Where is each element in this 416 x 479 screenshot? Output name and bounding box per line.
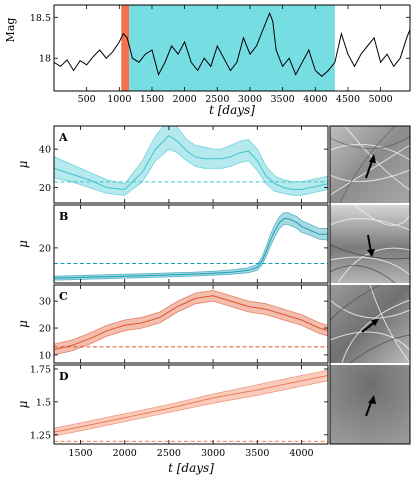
panel-frame-A	[53, 125, 329, 204]
highlight-span-1	[129, 5, 335, 91]
x-tick-label: 4000	[289, 448, 313, 459]
x-tick-label: 1500	[140, 94, 164, 105]
uncertainty-band-C	[54, 289, 328, 356]
arrow-head-icon	[371, 319, 379, 326]
y-tick-label: 18	[39, 54, 51, 65]
panel-D: Dμ 1.25 1.5 1.75 1500 2000 2500 3000 3500 4000 t […	[16, 364, 329, 475]
light-curve-panel: 500 1000 1500 2000 2500 3000 3500 4000 4500 5000 1…	[4, 4, 411, 117]
magnification-panels: Aμ 20 40 Bμ 20 Cμ 10 20 30 Dμ 1.25 1.5 1.75 1500 2000 2…	[16, 125, 329, 475]
highlight-span-0	[121, 5, 130, 91]
trajectory-arrow-C	[361, 321, 376, 333]
caustic-map-A	[329, 125, 411, 204]
y-tick-label: 20	[39, 324, 51, 335]
x-tick-label: 3000	[238, 94, 262, 105]
caustic-map-B	[329, 204, 411, 284]
median-line-C	[54, 295, 328, 351]
light-curve-ylabel: Mag	[4, 18, 17, 43]
y-tick-label: 20	[39, 183, 51, 194]
panel-label-B: B	[59, 210, 68, 223]
panel-C: Cμ 10 20 30	[16, 284, 329, 364]
y-tick-label: 1.25	[30, 430, 51, 441]
y-tick-label: 18.5	[30, 13, 51, 24]
light-curve-line	[54, 11, 410, 77]
uncertainty-band-B	[54, 212, 328, 281]
x-tick-label: 2000	[173, 94, 197, 105]
panel-label-C: C	[59, 290, 68, 303]
median-line-D	[54, 375, 328, 433]
panel-label-A: A	[58, 131, 68, 144]
panel-B: Bμ 20	[16, 204, 329, 284]
median-line-A	[54, 134, 328, 191]
panel-frame-D	[53, 364, 329, 445]
caustic-map-C	[329, 284, 411, 364]
panel-ylabel-D: μ	[16, 400, 30, 408]
caustic-map-D	[330, 365, 410, 444]
panel-A: Aμ 20 40	[16, 125, 329, 204]
arrow-head-icon	[367, 249, 375, 257]
arrow-head-icon	[368, 395, 376, 404]
x-tick-label: 4500	[336, 94, 360, 105]
x-tick-label: 1000	[107, 94, 131, 105]
light-curve-xlabel: t [days]	[209, 103, 255, 117]
y-tick-label: 40	[39, 145, 51, 156]
panel-ylabel-B: μ	[16, 240, 30, 248]
trajectory-arrow-B	[367, 234, 372, 253]
panel-label-D: D	[59, 370, 69, 383]
y-tick-label: 1.75	[30, 364, 51, 375]
x-tick-label: 3000	[201, 448, 225, 459]
caustic-map-column	[329, 125, 411, 445]
y-tick-label: 30	[39, 297, 51, 308]
arrow-head-icon	[369, 154, 376, 163]
panel-ylabel-A: μ	[16, 160, 30, 168]
x-tick-label: 3500	[245, 448, 269, 459]
x-tick-label: 3500	[271, 94, 295, 105]
y-tick-label: 10	[39, 350, 51, 361]
light-curve-frame	[53, 4, 411, 92]
panel-frame-C	[53, 284, 329, 364]
y-tick-label: 1.5	[36, 397, 51, 408]
x-tick-label: 500	[78, 94, 96, 105]
x-tick-label: 1500	[68, 448, 92, 459]
panel-ylabel-C: μ	[16, 320, 30, 328]
x-tick-label: 2500	[157, 448, 181, 459]
y-tick-label: 20	[39, 243, 51, 254]
panel-frame-B	[53, 204, 329, 284]
panel-xlabel: t [days]	[168, 461, 214, 475]
x-tick-label: 2500	[205, 94, 229, 105]
x-tick-label: 2000	[113, 448, 137, 459]
x-tick-label: 4000	[303, 94, 327, 105]
caustic-map-frame	[329, 125, 411, 445]
uncertainty-band-A	[54, 126, 328, 196]
median-line-B	[54, 218, 328, 279]
x-tick-label: 5000	[369, 94, 393, 105]
